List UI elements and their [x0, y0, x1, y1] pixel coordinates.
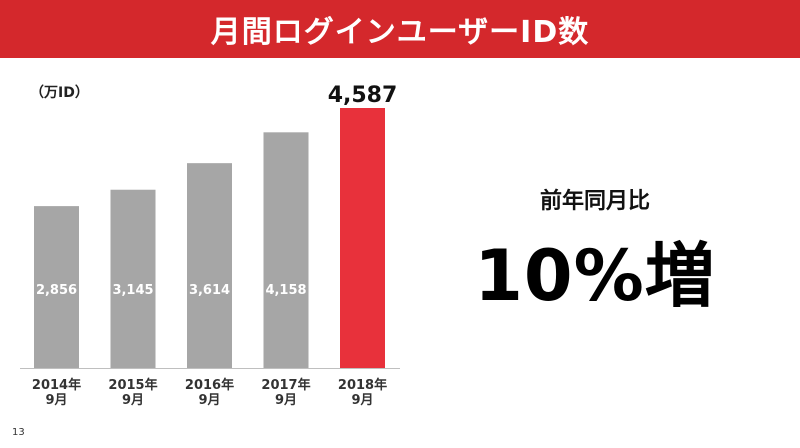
- category-label-3-line-1: 2016年: [185, 377, 234, 393]
- bar-1: [34, 206, 79, 368]
- category-label-1-line-2: 9月: [45, 393, 67, 408]
- category-label-5-line-2: 9月: [351, 393, 373, 408]
- category-label-5-line-1: 2018年: [338, 377, 387, 393]
- chart-unit-label: （万ID）: [30, 85, 89, 101]
- category-label-2-line-1: 2015年: [108, 377, 157, 393]
- bar-4: [263, 132, 309, 368]
- category-label-1-line-1: 2014年: [32, 377, 81, 393]
- category-label-4-line-1: 2017年: [261, 377, 310, 393]
- page-title: 月間ログインユーザーID数: [210, 15, 590, 50]
- category-label-4-line-2: 9月: [275, 393, 297, 408]
- bar-3: [187, 163, 232, 368]
- bar-value-label-2: 3,145: [112, 283, 153, 298]
- bar-value-label-4: 4,158: [265, 283, 306, 298]
- yoy-comparison-label: 前年同月比: [539, 189, 650, 214]
- yoy-growth-value: 10%増: [474, 235, 716, 317]
- bar-value-label-1: 2,856: [36, 283, 77, 298]
- category-label-3-line-2: 9月: [198, 393, 220, 408]
- bar-value-label-3: 3,614: [189, 283, 230, 298]
- bar-value-label-5: 4,587: [328, 83, 398, 108]
- bar-2: [110, 189, 156, 368]
- category-label-2-line-2: 9月: [122, 393, 144, 408]
- title-banner: 月間ログインユーザーID数: [0, 0, 800, 58]
- bar-5: [340, 108, 385, 368]
- page-number: 13: [12, 427, 25, 438]
